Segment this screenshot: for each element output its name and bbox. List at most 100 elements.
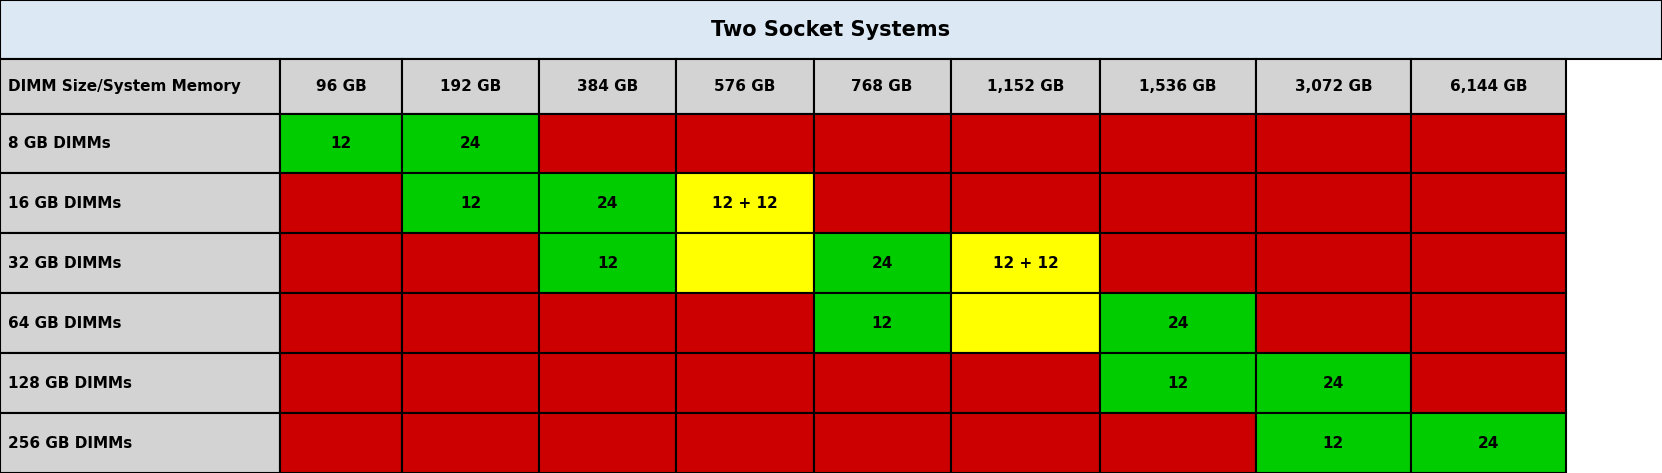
Text: 24: 24 bbox=[871, 256, 892, 271]
Text: 6,144 GB: 6,144 GB bbox=[1449, 79, 1527, 94]
FancyBboxPatch shape bbox=[1256, 353, 1411, 413]
FancyBboxPatch shape bbox=[951, 59, 1100, 114]
Text: DIMM Size/System Memory: DIMM Size/System Memory bbox=[8, 79, 241, 94]
FancyBboxPatch shape bbox=[814, 233, 951, 293]
Text: 768 GB: 768 GB bbox=[851, 79, 912, 94]
FancyBboxPatch shape bbox=[540, 233, 676, 293]
FancyBboxPatch shape bbox=[0, 174, 279, 233]
Text: 128 GB DIMMs: 128 GB DIMMs bbox=[8, 376, 133, 391]
FancyBboxPatch shape bbox=[676, 174, 814, 233]
Text: 576 GB: 576 GB bbox=[715, 79, 776, 94]
FancyBboxPatch shape bbox=[402, 353, 540, 413]
FancyBboxPatch shape bbox=[540, 353, 676, 413]
Text: 24: 24 bbox=[1167, 315, 1188, 331]
Text: 3,072 GB: 3,072 GB bbox=[1295, 79, 1373, 94]
FancyBboxPatch shape bbox=[676, 293, 814, 353]
FancyBboxPatch shape bbox=[1100, 114, 1256, 174]
FancyBboxPatch shape bbox=[951, 174, 1100, 233]
FancyBboxPatch shape bbox=[1256, 293, 1411, 353]
FancyBboxPatch shape bbox=[540, 174, 676, 233]
FancyBboxPatch shape bbox=[814, 353, 951, 413]
FancyBboxPatch shape bbox=[1100, 353, 1256, 413]
FancyBboxPatch shape bbox=[814, 174, 951, 233]
Text: 64 GB DIMMs: 64 GB DIMMs bbox=[8, 315, 121, 331]
FancyBboxPatch shape bbox=[1256, 413, 1411, 473]
FancyBboxPatch shape bbox=[951, 233, 1100, 293]
Text: 12 + 12: 12 + 12 bbox=[711, 196, 778, 211]
FancyBboxPatch shape bbox=[951, 413, 1100, 473]
FancyBboxPatch shape bbox=[1411, 114, 1567, 174]
FancyBboxPatch shape bbox=[1100, 293, 1256, 353]
Text: 32 GB DIMMs: 32 GB DIMMs bbox=[8, 256, 121, 271]
FancyBboxPatch shape bbox=[814, 114, 951, 174]
FancyBboxPatch shape bbox=[1411, 293, 1567, 353]
FancyBboxPatch shape bbox=[676, 233, 814, 293]
FancyBboxPatch shape bbox=[279, 59, 402, 114]
FancyBboxPatch shape bbox=[402, 293, 540, 353]
Text: 12: 12 bbox=[1167, 376, 1188, 391]
FancyBboxPatch shape bbox=[951, 353, 1100, 413]
FancyBboxPatch shape bbox=[0, 0, 1662, 59]
FancyBboxPatch shape bbox=[814, 293, 951, 353]
FancyBboxPatch shape bbox=[1256, 233, 1411, 293]
FancyBboxPatch shape bbox=[676, 353, 814, 413]
FancyBboxPatch shape bbox=[279, 114, 402, 174]
Text: 1,152 GB: 1,152 GB bbox=[987, 79, 1064, 94]
Text: 12: 12 bbox=[871, 315, 892, 331]
FancyBboxPatch shape bbox=[676, 114, 814, 174]
FancyBboxPatch shape bbox=[0, 114, 279, 174]
FancyBboxPatch shape bbox=[279, 413, 402, 473]
Text: 24: 24 bbox=[1323, 376, 1345, 391]
FancyBboxPatch shape bbox=[814, 413, 951, 473]
FancyBboxPatch shape bbox=[676, 59, 814, 114]
FancyBboxPatch shape bbox=[279, 174, 402, 233]
Text: Two Socket Systems: Two Socket Systems bbox=[711, 19, 951, 40]
Text: 12 + 12: 12 + 12 bbox=[992, 256, 1059, 271]
Text: 24: 24 bbox=[597, 196, 618, 211]
FancyBboxPatch shape bbox=[402, 413, 540, 473]
FancyBboxPatch shape bbox=[1256, 174, 1411, 233]
Text: 256 GB DIMMs: 256 GB DIMMs bbox=[8, 436, 133, 451]
FancyBboxPatch shape bbox=[279, 233, 402, 293]
Text: 16 GB DIMMs: 16 GB DIMMs bbox=[8, 196, 121, 211]
Text: 8 GB DIMMs: 8 GB DIMMs bbox=[8, 136, 111, 151]
Text: 12: 12 bbox=[331, 136, 352, 151]
FancyBboxPatch shape bbox=[540, 114, 676, 174]
Text: 384 GB: 384 GB bbox=[577, 79, 638, 94]
FancyBboxPatch shape bbox=[1100, 233, 1256, 293]
FancyBboxPatch shape bbox=[279, 293, 402, 353]
FancyBboxPatch shape bbox=[402, 174, 540, 233]
FancyBboxPatch shape bbox=[0, 233, 279, 293]
FancyBboxPatch shape bbox=[1100, 59, 1256, 114]
FancyBboxPatch shape bbox=[540, 413, 676, 473]
Text: 12: 12 bbox=[1323, 436, 1345, 451]
FancyBboxPatch shape bbox=[1411, 233, 1567, 293]
Text: 24: 24 bbox=[460, 136, 482, 151]
FancyBboxPatch shape bbox=[540, 293, 676, 353]
Text: 192 GB: 192 GB bbox=[440, 79, 502, 94]
FancyBboxPatch shape bbox=[402, 59, 540, 114]
FancyBboxPatch shape bbox=[0, 413, 279, 473]
FancyBboxPatch shape bbox=[1100, 174, 1256, 233]
FancyBboxPatch shape bbox=[279, 353, 402, 413]
FancyBboxPatch shape bbox=[1256, 114, 1411, 174]
FancyBboxPatch shape bbox=[1411, 353, 1567, 413]
FancyBboxPatch shape bbox=[676, 413, 814, 473]
Text: 96 GB: 96 GB bbox=[316, 79, 367, 94]
FancyBboxPatch shape bbox=[1411, 413, 1567, 473]
FancyBboxPatch shape bbox=[1100, 413, 1256, 473]
FancyBboxPatch shape bbox=[951, 114, 1100, 174]
FancyBboxPatch shape bbox=[540, 59, 676, 114]
FancyBboxPatch shape bbox=[402, 233, 540, 293]
FancyBboxPatch shape bbox=[0, 353, 279, 413]
FancyBboxPatch shape bbox=[402, 114, 540, 174]
FancyBboxPatch shape bbox=[1411, 174, 1567, 233]
FancyBboxPatch shape bbox=[1256, 59, 1411, 114]
Text: 1,536 GB: 1,536 GB bbox=[1138, 79, 1217, 94]
FancyBboxPatch shape bbox=[0, 293, 279, 353]
FancyBboxPatch shape bbox=[951, 293, 1100, 353]
Text: 12: 12 bbox=[460, 196, 482, 211]
FancyBboxPatch shape bbox=[814, 59, 951, 114]
Text: 24: 24 bbox=[1478, 436, 1499, 451]
FancyBboxPatch shape bbox=[0, 59, 279, 114]
